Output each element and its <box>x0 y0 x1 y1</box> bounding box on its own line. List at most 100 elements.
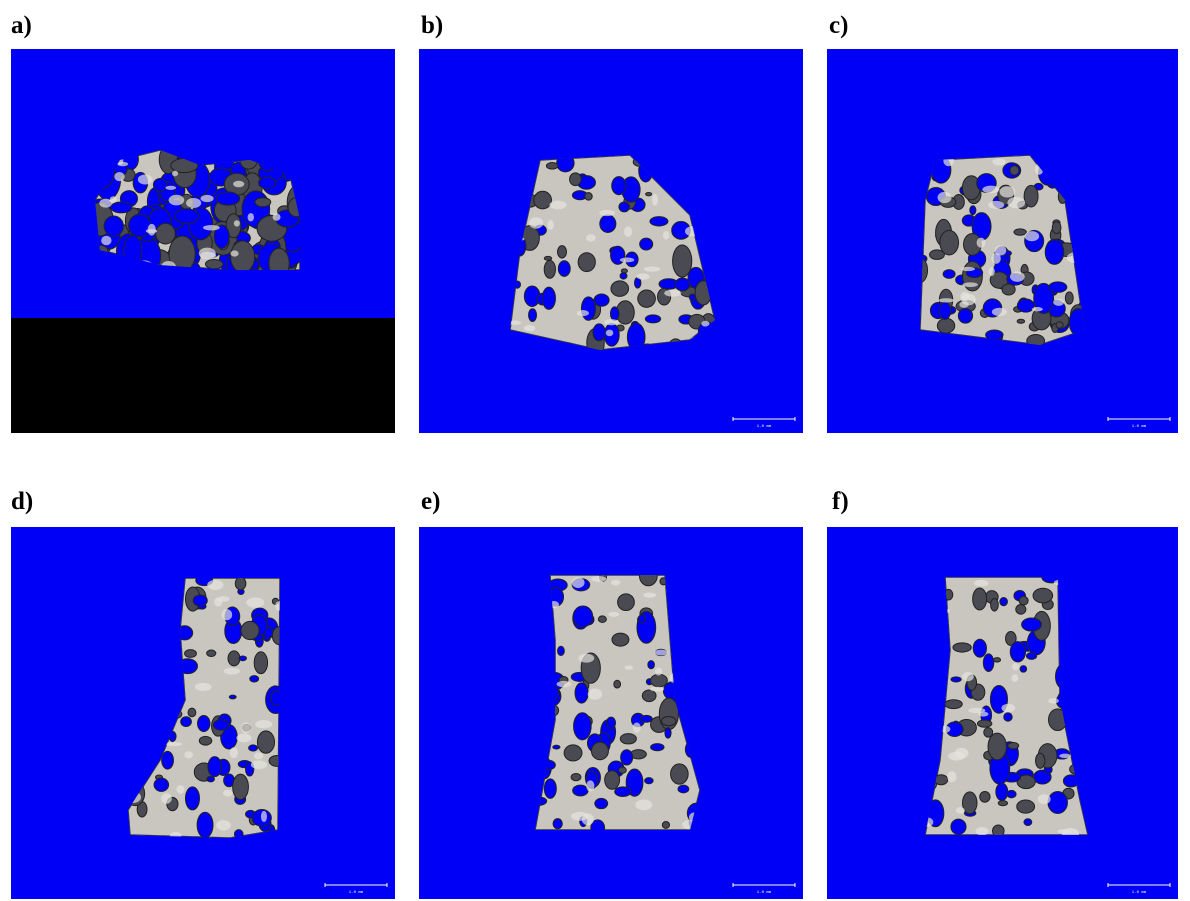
pore <box>982 653 995 673</box>
highlight <box>635 799 653 811</box>
pore <box>619 733 637 745</box>
pore <box>639 237 654 251</box>
panel-label: c) <box>829 12 848 39</box>
bone-structure <box>920 155 1085 345</box>
highlight <box>961 266 975 272</box>
highlight <box>185 198 202 209</box>
highlight <box>654 667 663 676</box>
pore <box>611 176 627 196</box>
pore <box>543 259 556 279</box>
pore <box>983 727 994 738</box>
highlight <box>982 185 1000 194</box>
pore <box>613 679 622 689</box>
pore <box>611 632 630 647</box>
panel-label: e) <box>421 488 440 515</box>
pore <box>1023 184 1039 208</box>
pore <box>929 249 945 260</box>
pore <box>155 222 176 245</box>
pore <box>618 766 627 774</box>
highlight <box>576 310 589 317</box>
highlight <box>547 220 554 230</box>
pore <box>997 800 1009 807</box>
pore <box>110 201 133 214</box>
pore <box>128 213 152 238</box>
highlight <box>99 198 113 208</box>
pore <box>253 651 269 675</box>
pore <box>1007 741 1020 750</box>
panel: c) 1.0 mm <box>827 12 1178 433</box>
pore <box>528 308 538 322</box>
highlight <box>222 789 233 797</box>
highlight <box>955 807 965 814</box>
highlight <box>954 747 969 759</box>
pore <box>1003 712 1013 722</box>
highlight <box>988 200 1005 209</box>
pore <box>249 675 260 683</box>
pore <box>938 301 952 320</box>
pore <box>961 791 978 815</box>
highlight <box>976 237 986 248</box>
pore <box>212 719 230 731</box>
pore <box>592 323 606 342</box>
pore <box>196 811 214 838</box>
highlight <box>246 597 265 608</box>
highlight <box>974 579 989 587</box>
highlight <box>991 307 1007 317</box>
panel-label: b) <box>421 12 443 39</box>
pore <box>545 162 559 170</box>
pore <box>570 772 582 782</box>
pore <box>957 307 974 324</box>
highlight <box>586 780 595 792</box>
highlight <box>1011 674 1019 682</box>
pore <box>230 240 256 270</box>
highlight <box>608 611 620 617</box>
highlight <box>117 161 129 167</box>
pore <box>569 172 582 187</box>
panel: d) 1.0 mm <box>11 488 395 899</box>
pore <box>664 727 672 739</box>
pore <box>969 205 977 216</box>
pore <box>670 763 689 785</box>
highlight <box>1057 829 1071 834</box>
pore <box>1055 321 1064 329</box>
pore <box>604 770 621 790</box>
pore <box>688 293 696 302</box>
scale-bar-label: 1.0 mm <box>1132 425 1147 429</box>
pore <box>1016 774 1036 790</box>
pore <box>1001 283 1016 296</box>
highlight <box>510 320 521 325</box>
highlight <box>198 247 216 259</box>
pore <box>1047 791 1068 814</box>
pore <box>939 229 960 256</box>
pore <box>1009 165 1020 176</box>
pore <box>557 245 567 259</box>
highlight <box>643 592 657 598</box>
pore <box>640 714 653 723</box>
highlight <box>1001 703 1016 713</box>
highlight <box>604 319 619 326</box>
highlight <box>523 324 536 332</box>
ground-plane <box>11 318 395 433</box>
pore <box>590 741 609 761</box>
pore <box>972 587 988 611</box>
pore <box>1013 228 1027 236</box>
pore <box>161 750 174 770</box>
scale-bar-label: 1.0 mm <box>757 425 772 429</box>
pore <box>1005 630 1017 646</box>
pore <box>999 596 1008 607</box>
pore <box>660 715 677 727</box>
pore <box>254 197 272 208</box>
pore <box>972 638 987 658</box>
pore <box>605 716 617 730</box>
panel: f) 1.0 mm <box>827 488 1178 899</box>
pore <box>152 178 168 192</box>
pore <box>1035 752 1046 769</box>
pore <box>936 317 956 334</box>
pore <box>1044 239 1065 265</box>
highlight <box>137 174 153 185</box>
pore <box>206 775 215 783</box>
pore <box>574 682 589 704</box>
pore <box>1021 617 1042 632</box>
pore <box>192 594 208 607</box>
